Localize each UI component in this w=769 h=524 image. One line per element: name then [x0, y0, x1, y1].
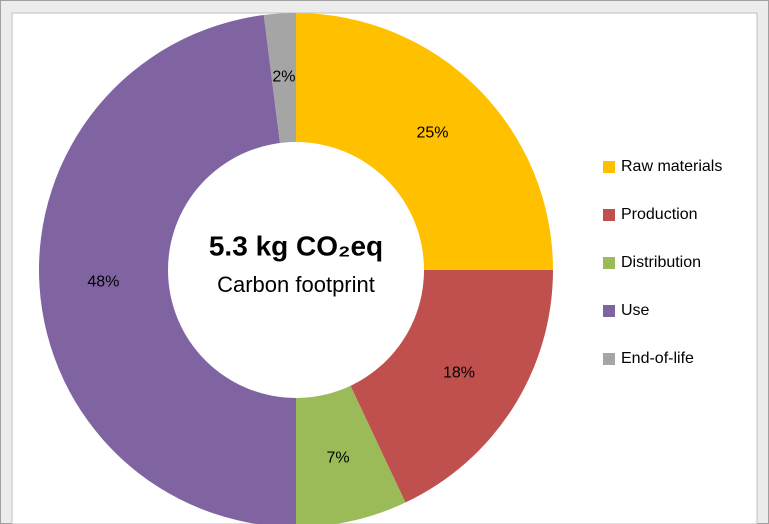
legend-swatch: [603, 257, 615, 269]
slice: [39, 15, 296, 524]
legend-label: End-of-life: [621, 350, 694, 367]
data-label: 2%: [272, 69, 295, 86]
data-label: 25%: [416, 125, 448, 142]
center-title: 5.3 kg CO₂eq: [209, 230, 383, 261]
legend-label: Use: [621, 302, 650, 319]
data-label: 48%: [87, 273, 119, 290]
legend-label: Production: [621, 206, 698, 223]
center-subtitle: Carbon footprint: [217, 272, 375, 297]
legend-swatch: [603, 161, 615, 173]
donut-hole: [168, 142, 424, 398]
legend-label: Raw materials: [621, 158, 722, 175]
legend-swatch: [603, 209, 615, 221]
data-label: 18%: [443, 365, 475, 382]
legend-swatch: [603, 353, 615, 365]
legend-swatch: [603, 305, 615, 317]
data-label: 7%: [327, 450, 350, 467]
legend-label: Distribution: [621, 254, 701, 271]
